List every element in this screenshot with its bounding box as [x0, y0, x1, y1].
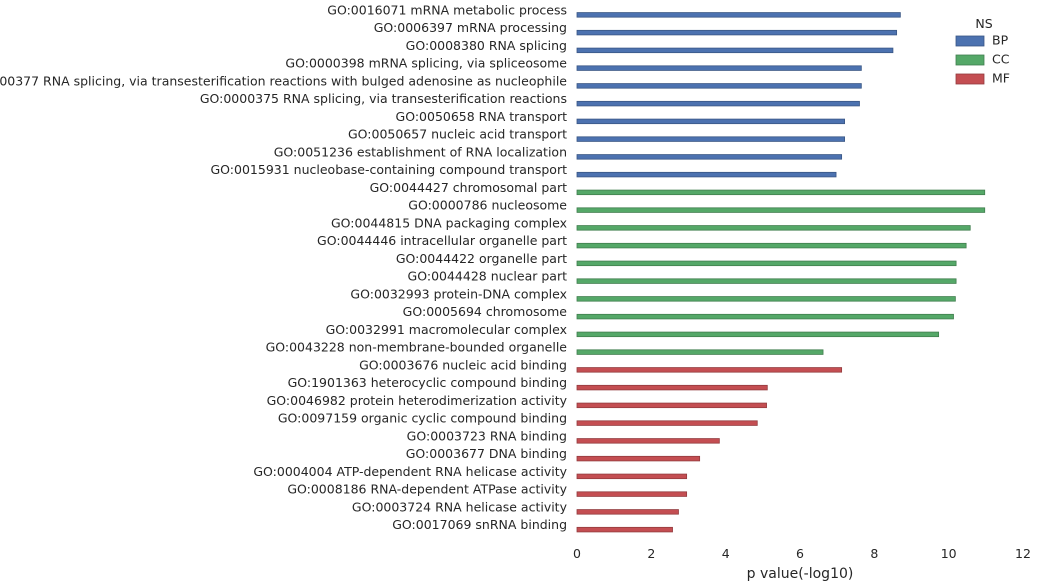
bar	[576, 367, 843, 373]
category-label: GO:0003676 nucleic acid binding	[359, 357, 567, 372]
category-label: GO:1901363 heterocyclic compound binding	[288, 375, 567, 390]
bar	[576, 29, 898, 36]
bar	[576, 384, 768, 391]
category-label: GO:0032993 protein-DNA complex	[350, 286, 567, 301]
bar	[576, 455, 701, 462]
bar	[576, 83, 862, 89]
category-label: GO:0044815 DNA packaging complex	[331, 215, 567, 230]
x-tick-label: 6	[796, 546, 804, 561]
category-label: GO:0050657 nucleic acid transport	[348, 127, 567, 142]
bar	[576, 65, 862, 71]
legend: NS BP CC MF	[955, 16, 1010, 86]
category-label: GO:0017069 snRNA binding	[392, 517, 567, 532]
bar	[576, 296, 956, 302]
bar	[576, 260, 957, 267]
bar	[576, 225, 971, 231]
bar	[576, 402, 767, 409]
bars-layer	[576, 12, 986, 533]
legend-entry-label: CC	[992, 52, 1010, 67]
category-label: GO:0004004 ATP-dependent RNA helicase ac…	[253, 464, 567, 479]
bar	[576, 118, 846, 125]
bar	[576, 420, 758, 426]
legend-title: NS	[975, 16, 992, 31]
category-label: GO:0044427 chromosomal part	[370, 180, 567, 195]
x-tick-label: 8	[870, 546, 878, 561]
category-label: GO:0003723 RNA binding	[407, 428, 567, 443]
bar	[576, 438, 720, 444]
x-tick-label: 10	[941, 546, 957, 561]
category-label: GO:0008380 RNA splicing	[406, 38, 567, 53]
x-tick-label: 2	[647, 546, 655, 561]
bar	[576, 349, 824, 355]
category-label: GO:0000377 RNA splicing, via transesteri…	[0, 73, 567, 88]
category-label: GO:0051236 establishment of RNA localiza…	[274, 144, 567, 159]
bar	[576, 136, 846, 142]
category-label: GO:0003724 RNA helicase activity	[352, 499, 568, 514]
category-label: GO:0005694 chromosome	[403, 304, 568, 319]
bar	[576, 509, 679, 515]
x-tick-label: 12	[1015, 546, 1031, 561]
bar	[576, 12, 901, 18]
legend-swatch	[955, 54, 985, 66]
bar	[576, 473, 688, 480]
legend-entry-label: BP	[992, 33, 1009, 48]
category-label: GO:0043228 non-membrane-bounded organell…	[266, 340, 568, 355]
category-label: GO:0044428 nuclear part	[408, 269, 568, 284]
x-axis-ticks: 0 2 4 6 8 10 12	[573, 546, 1031, 561]
bar	[576, 171, 837, 178]
bar	[576, 491, 688, 497]
category-label: GO:0000786 nucleosome	[408, 198, 567, 213]
legend-swatch	[955, 35, 985, 47]
category-label: GO:0003677 DNA binding	[406, 446, 567, 461]
category-label: GO:0050658 RNA transport	[396, 109, 568, 124]
bar	[576, 47, 894, 54]
bar	[576, 278, 957, 284]
category-label: GO:0008186 RNA-dependent ATPase activity	[287, 482, 567, 497]
bar	[576, 242, 967, 249]
category-label: GO:0032991 macromolecular complex	[326, 322, 567, 337]
bar	[576, 189, 986, 196]
category-label: GO:0006397 mRNA processing	[374, 20, 567, 35]
bar	[576, 313, 954, 320]
x-tick-label: 4	[722, 546, 730, 561]
category-label: GO:0097159 organic cyclic compound bindi…	[278, 411, 567, 426]
category-label: GO:0015931 nucleobase-containing compoun…	[211, 162, 568, 177]
x-axis-label: p value(-log10)	[747, 566, 854, 582]
bar	[576, 154, 843, 160]
legend-swatch	[955, 73, 985, 85]
category-label: GO:0044446 intracellular organelle part	[317, 233, 567, 248]
x-tick-label: 0	[573, 546, 581, 561]
category-labels: GO:0016071 mRNA metabolic process GO:0006…	[0, 2, 568, 532]
category-label: GO:0000398 mRNA splicing, via spliceosom…	[285, 56, 567, 71]
legend-entry-label: MF	[992, 71, 1010, 86]
bar	[576, 331, 940, 338]
category-label: GO:0000375 RNA splicing, via transesteri…	[200, 91, 567, 106]
category-label: GO:0046982 protein heterodimerization ac…	[267, 393, 568, 408]
bar	[576, 526, 673, 533]
bar	[576, 207, 986, 213]
category-label: GO:0016071 mRNA metabolic process	[327, 2, 567, 17]
bar	[576, 100, 860, 107]
category-label: GO:0044422 organelle part	[396, 251, 567, 266]
